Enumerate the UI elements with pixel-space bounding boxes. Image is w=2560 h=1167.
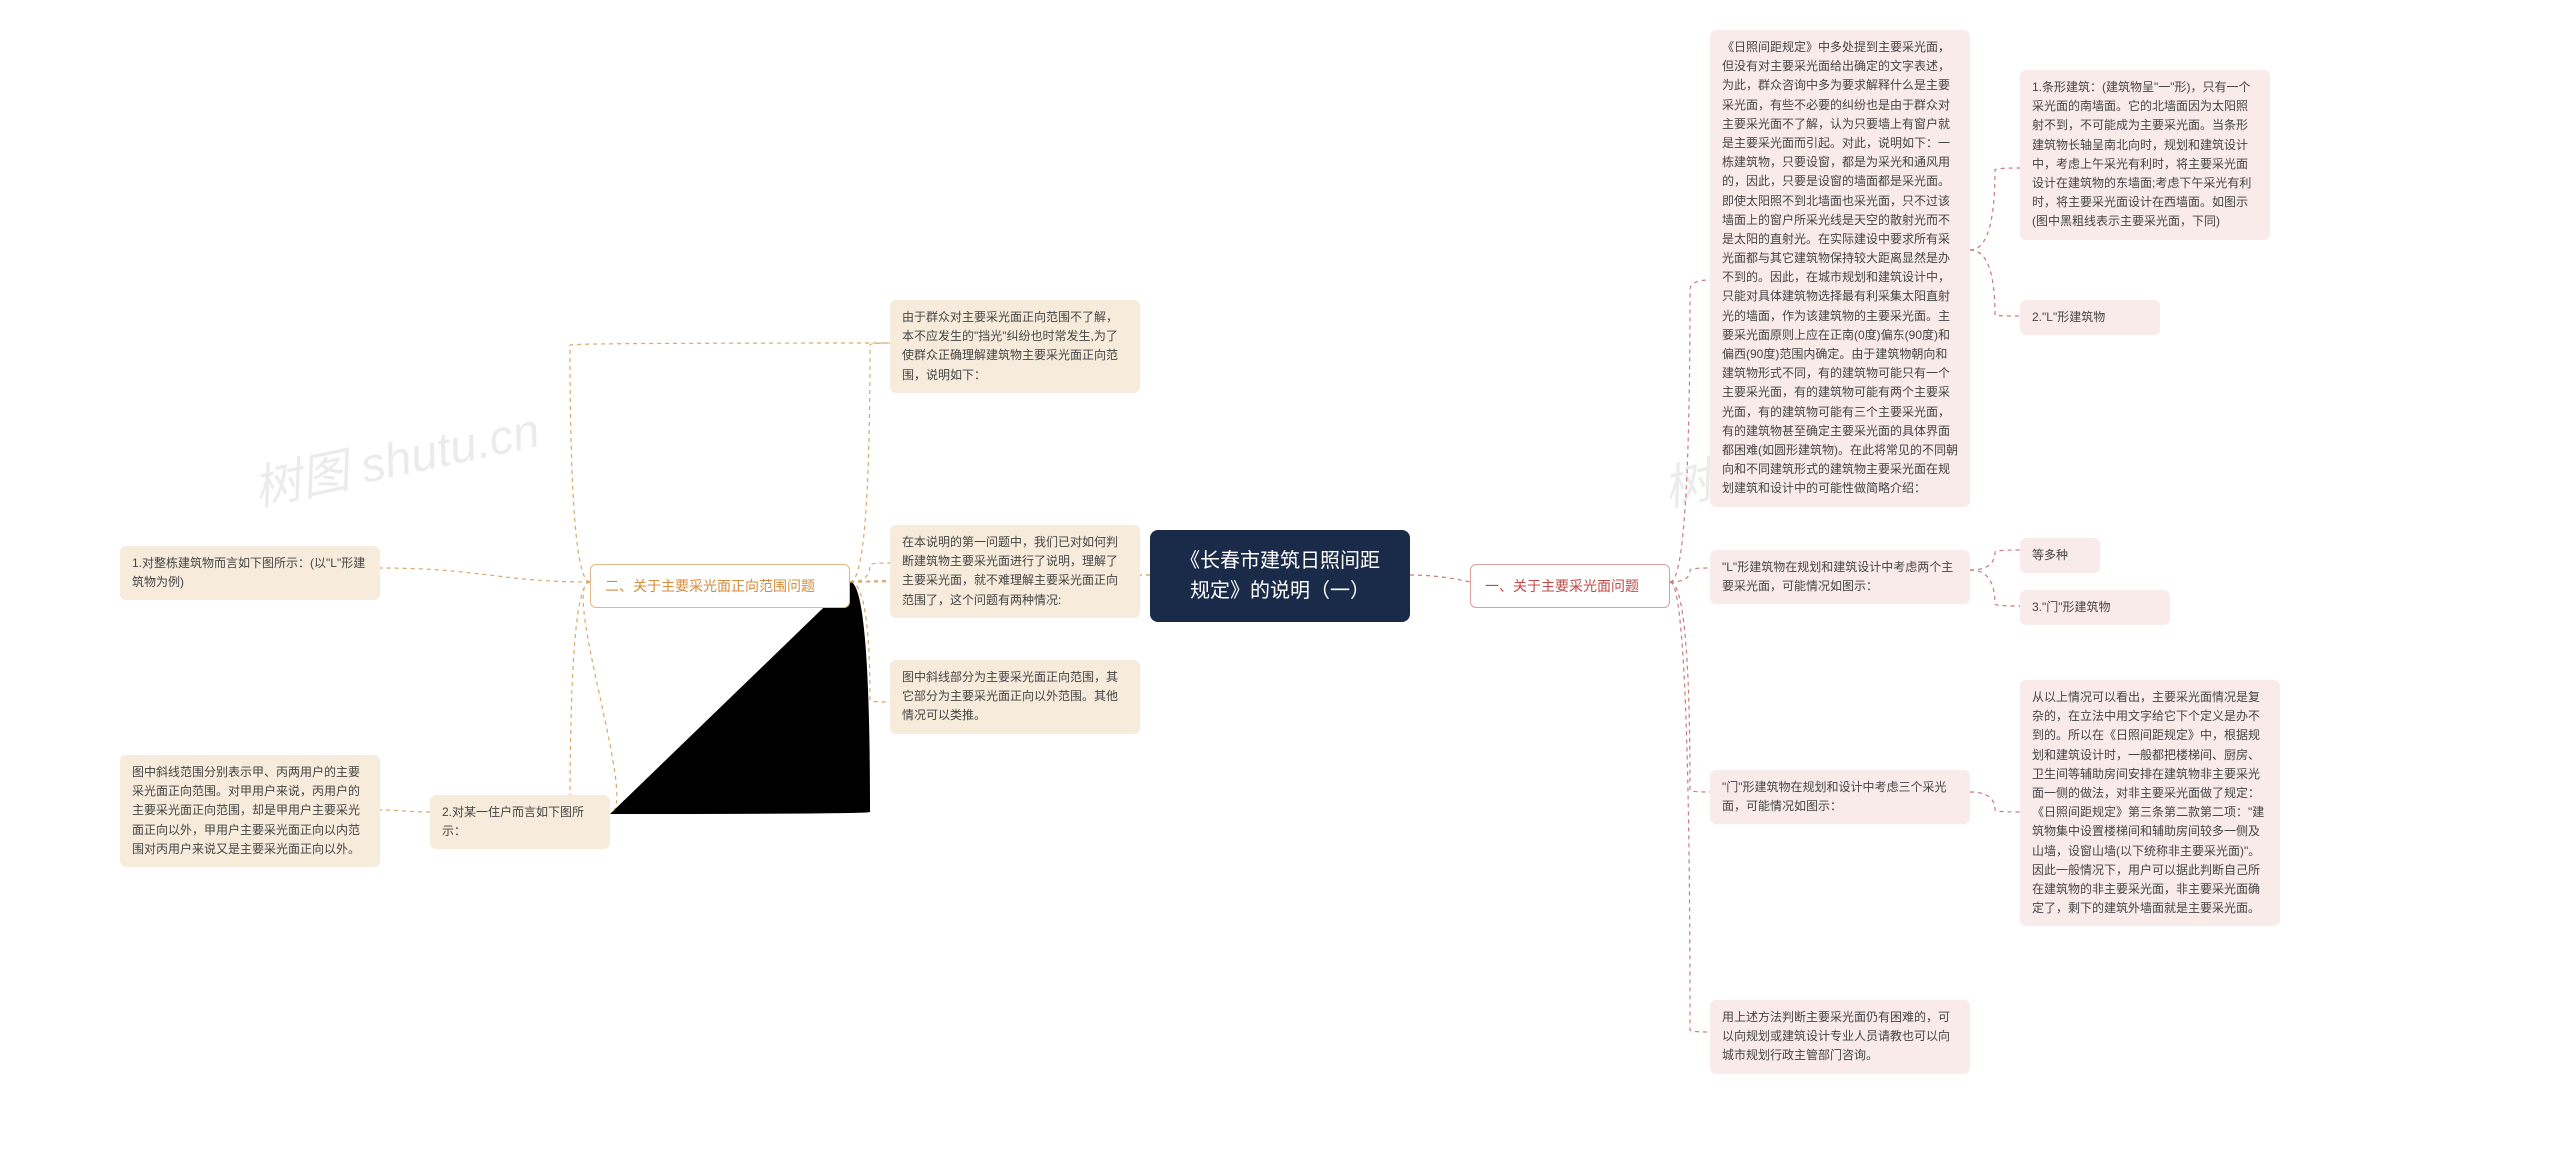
leaf-r1a[interactable]: 1.条形建筑：(建筑物呈"一"形)，只有一个采光面的南墙面。它的北墙面因为太阳照… <box>2020 70 2270 240</box>
leaf-l3[interactable]: 图中斜线部分为主要采光面正向范围，其它部分为主要采光面正向以外范围。其他情况可以… <box>890 660 1140 734</box>
leaf-r3[interactable]: "门"形建筑物在规划和设计中考虑三个采光面，可能情况如图示： <box>1710 770 1970 824</box>
leaf-r1[interactable]: 《日照间距规定》中多处提到主要采光面，但没有对主要采光面给出确定的文字表述，为此… <box>1710 30 1970 507</box>
watermark-1: 树图 shutu.cn <box>246 391 545 520</box>
leaf-l4a[interactable]: 图中斜线范围分别表示甲、丙两用户的主要采光面正向范围。对甲用户来说，丙用户的主要… <box>120 755 380 867</box>
leaf-l2a[interactable]: 1.对整栋建筑物而言如下图所示：(以"L"形建筑物为例) <box>120 546 380 600</box>
branch-topic-2[interactable]: 二、关于主要采光面正向范围问题 <box>590 564 850 608</box>
leaf-r2[interactable]: "L"形建筑物在规划和建筑设计中考虑两个主要采光面，可能情况如图示： <box>1710 550 1970 604</box>
root-node[interactable]: 《长春市建筑日照间距规定》的说明（一） <box>1150 530 1410 622</box>
leaf-r3a[interactable]: 从以上情况可以看出，主要采光面情况是复杂的，在立法中用文字给它下个定义是办不到的… <box>2020 680 2280 926</box>
branch-topic-1[interactable]: 一、关于主要采光面问题 <box>1470 564 1670 608</box>
leaf-l4[interactable]: 2.对某一住户而言如下图所示： <box>430 795 610 849</box>
leaf-r1b[interactable]: 2."L"形建筑物 <box>2020 300 2160 335</box>
leaf-r2b[interactable]: 3."门"形建筑物 <box>2020 590 2170 625</box>
leaf-r2a[interactable]: 等多种 <box>2020 538 2100 573</box>
leaf-r4[interactable]: 用上述方法判断主要采光面仍有困难的，可以向规划或建筑设计专业人员请教也可以向城市… <box>1710 1000 1970 1074</box>
leaf-l2[interactable]: 在本说明的第一问题中，我们已对如何判断建筑物主要采光面进行了说明，理解了主要采光… <box>890 525 1140 618</box>
leaf-l1[interactable]: 由于群众对主要采光面正向范围不了解，本不应发生的"挡光"纠纷也时常发生,为了使群… <box>890 300 1140 393</box>
